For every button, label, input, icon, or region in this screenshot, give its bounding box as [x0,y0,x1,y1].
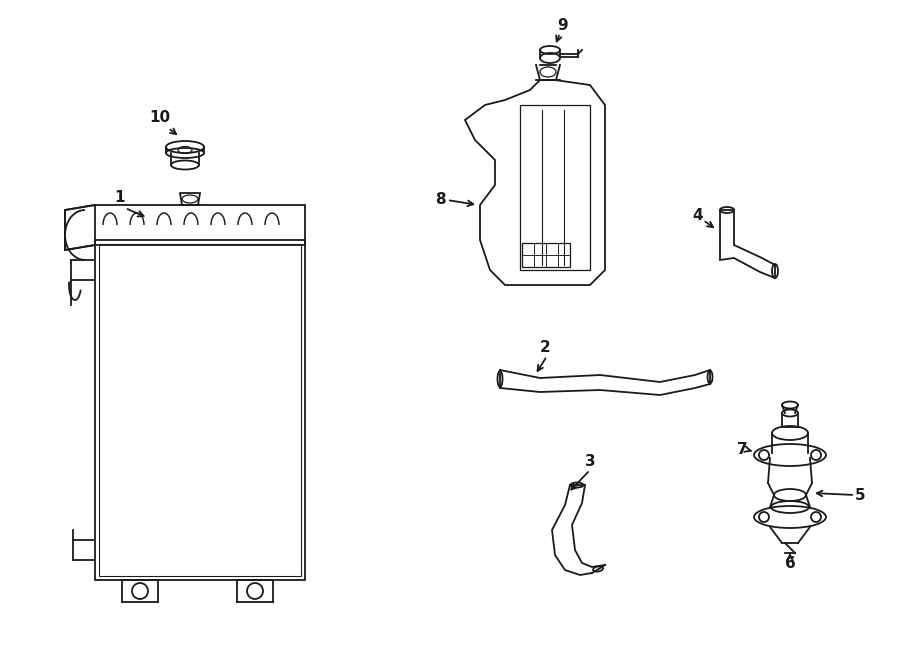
Text: 10: 10 [149,110,171,126]
Text: 2: 2 [540,340,551,356]
Text: 4: 4 [693,208,703,223]
Text: 5: 5 [855,488,865,502]
Text: 6: 6 [785,555,796,570]
Text: 7: 7 [737,442,747,457]
Text: 8: 8 [435,192,446,208]
Text: 3: 3 [585,455,595,469]
Text: 9: 9 [558,17,568,32]
Text: 1: 1 [115,190,125,206]
